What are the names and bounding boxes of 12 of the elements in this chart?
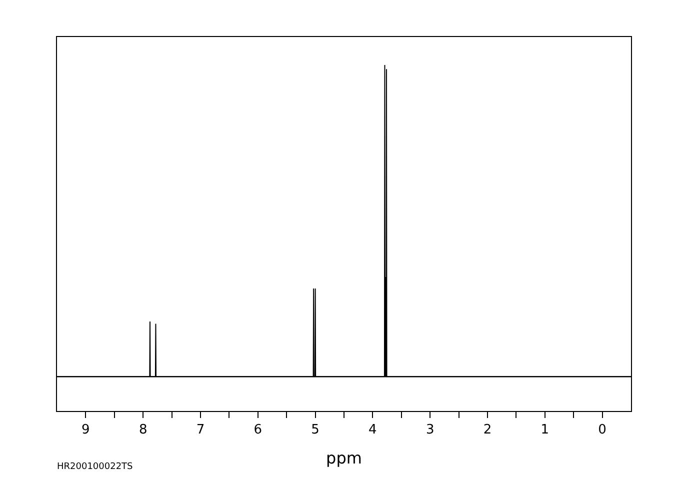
x-axis-title: ppm (326, 448, 362, 468)
x-tick-label: 9 (82, 422, 90, 438)
x-tick-label: 6 (254, 422, 262, 438)
x-tick-label: 7 (196, 422, 205, 438)
x-tick-label: 2 (483, 422, 492, 438)
x-tick-label: 4 (368, 422, 377, 438)
x-tick-label: 3 (426, 422, 434, 438)
x-tick-label: 5 (311, 422, 320, 438)
x-tick-label: 0 (598, 422, 606, 438)
x-tick-label: 8 (138, 422, 148, 438)
x-tick-label: 1 (540, 422, 550, 438)
text: HR200100022TS (57, 462, 134, 472)
